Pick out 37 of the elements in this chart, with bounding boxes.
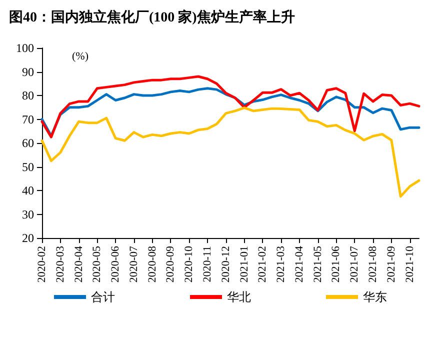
x-tick-label: 2021-07 (348, 246, 361, 283)
y-tick-label: 20 (22, 231, 34, 245)
x-tick-label: 2021-02 (256, 246, 269, 283)
x-tick-label: 2021-10 (404, 246, 416, 283)
x-tick-label: 2020-03 (54, 246, 66, 283)
y-tick-label: 60 (22, 136, 34, 150)
x-tick-label: 2020-12 (220, 246, 232, 283)
legend-label: 合计 (91, 290, 115, 304)
x-tick-label: 2020-06 (110, 246, 122, 283)
legend-label: 华北 (227, 290, 251, 304)
x-tick-label: 2021-06 (330, 246, 342, 283)
x-tick-label: 2020-04 (72, 246, 85, 283)
x-tick-label: 2021-09 (385, 246, 398, 283)
x-tick-label: 2020-07 (128, 246, 140, 283)
x-tick-label: 2021-04 (293, 246, 306, 283)
x-tick-label: 2020-02 (36, 246, 48, 283)
x-tick-label: 2020-09 (164, 246, 177, 283)
x-tick-label: 2020-05 (91, 246, 104, 283)
y-tick-label: 70 (22, 112, 34, 126)
chart-title: 图40：国内独立焦化厂(100 家)焦炉生产率上升 (9, 8, 295, 26)
y-tick-label: 90 (22, 64, 34, 79)
x-tick-label: 2021-05 (312, 246, 324, 283)
y-tick-label: 80 (22, 88, 34, 102)
x-tick-label: 2020-10 (183, 246, 196, 283)
x-tick-label: 2021-03 (275, 246, 288, 283)
y-tick-label: 50 (22, 160, 34, 174)
x-tick-label: 2021-01 (238, 246, 250, 283)
y-tick-label: 100 (16, 41, 34, 55)
legend-label: 华东 (363, 290, 387, 304)
y-tick-label: 30 (22, 207, 34, 222)
y-tick-label: 40 (22, 184, 34, 198)
line-series (40, 106, 420, 198)
x-tick-label: 2020-08 (146, 246, 158, 283)
line-series (40, 75, 420, 138)
x-tick-label: 2020-11 (202, 246, 214, 282)
x-tick-label: 2021-08 (367, 246, 380, 283)
y-axis-title: (%) (72, 50, 89, 62)
